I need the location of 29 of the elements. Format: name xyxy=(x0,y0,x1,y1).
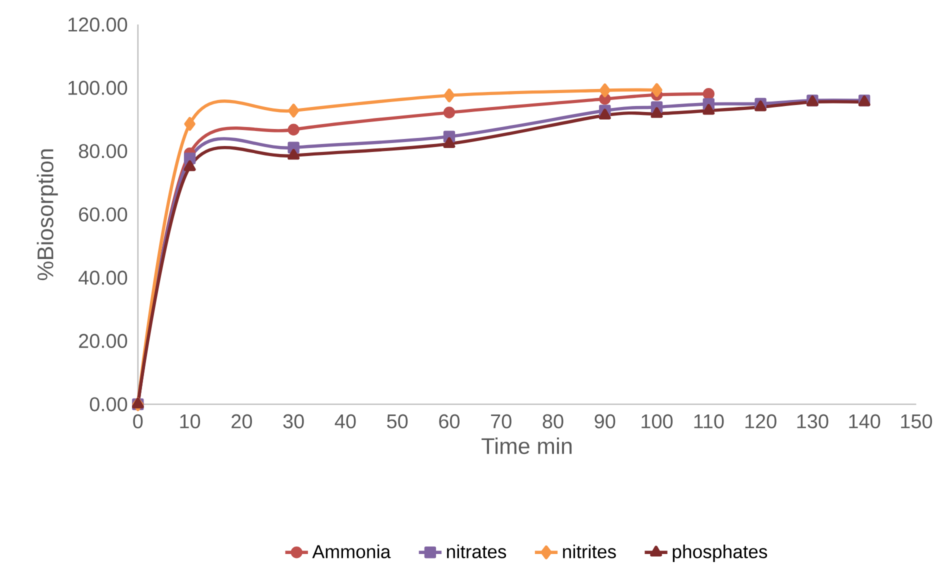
x-tick-label: 60 xyxy=(439,414,460,428)
x-tick-label: 70 xyxy=(491,414,512,428)
x-tick-label: 150 xyxy=(901,414,932,428)
y-tick-label: 80.00 xyxy=(78,144,128,158)
y-axis-title: %Biosorption xyxy=(36,149,58,280)
y-tick-label: 40.00 xyxy=(78,270,128,285)
y-tick-label: 120.00 xyxy=(68,17,128,32)
x-tick-label: 130 xyxy=(797,414,828,428)
x-tick-label: 120 xyxy=(745,414,776,428)
y-tick-label: 20.00 xyxy=(79,334,128,348)
x-tick-label: 0 xyxy=(133,414,143,428)
y-tick-label: 100.00 xyxy=(68,80,128,95)
x-tick-label: 110 xyxy=(694,414,724,428)
x-axis-title: Time min xyxy=(482,437,572,454)
x-tick-label: 100 xyxy=(642,414,673,428)
legend-label: phosphates xyxy=(672,544,768,562)
x-tick-label: 30 xyxy=(283,414,304,428)
x-tick-label: 80 xyxy=(542,414,564,428)
x-tick-label: 50 xyxy=(387,414,408,428)
legend-label: nitrites xyxy=(563,544,616,558)
x-tick-label: 40 xyxy=(334,414,356,428)
x-tick-label: 20 xyxy=(232,414,252,428)
legend-label: Ammonia xyxy=(312,544,391,558)
legend-label: nitrates xyxy=(447,544,506,558)
y-tick-label: 0.00 xyxy=(90,397,128,412)
x-tick-label: 90 xyxy=(594,414,616,428)
y-tick-label: 60.00 xyxy=(79,207,128,222)
x-tick-label: 10 xyxy=(180,414,200,428)
x-tick-label: 140 xyxy=(849,414,880,428)
